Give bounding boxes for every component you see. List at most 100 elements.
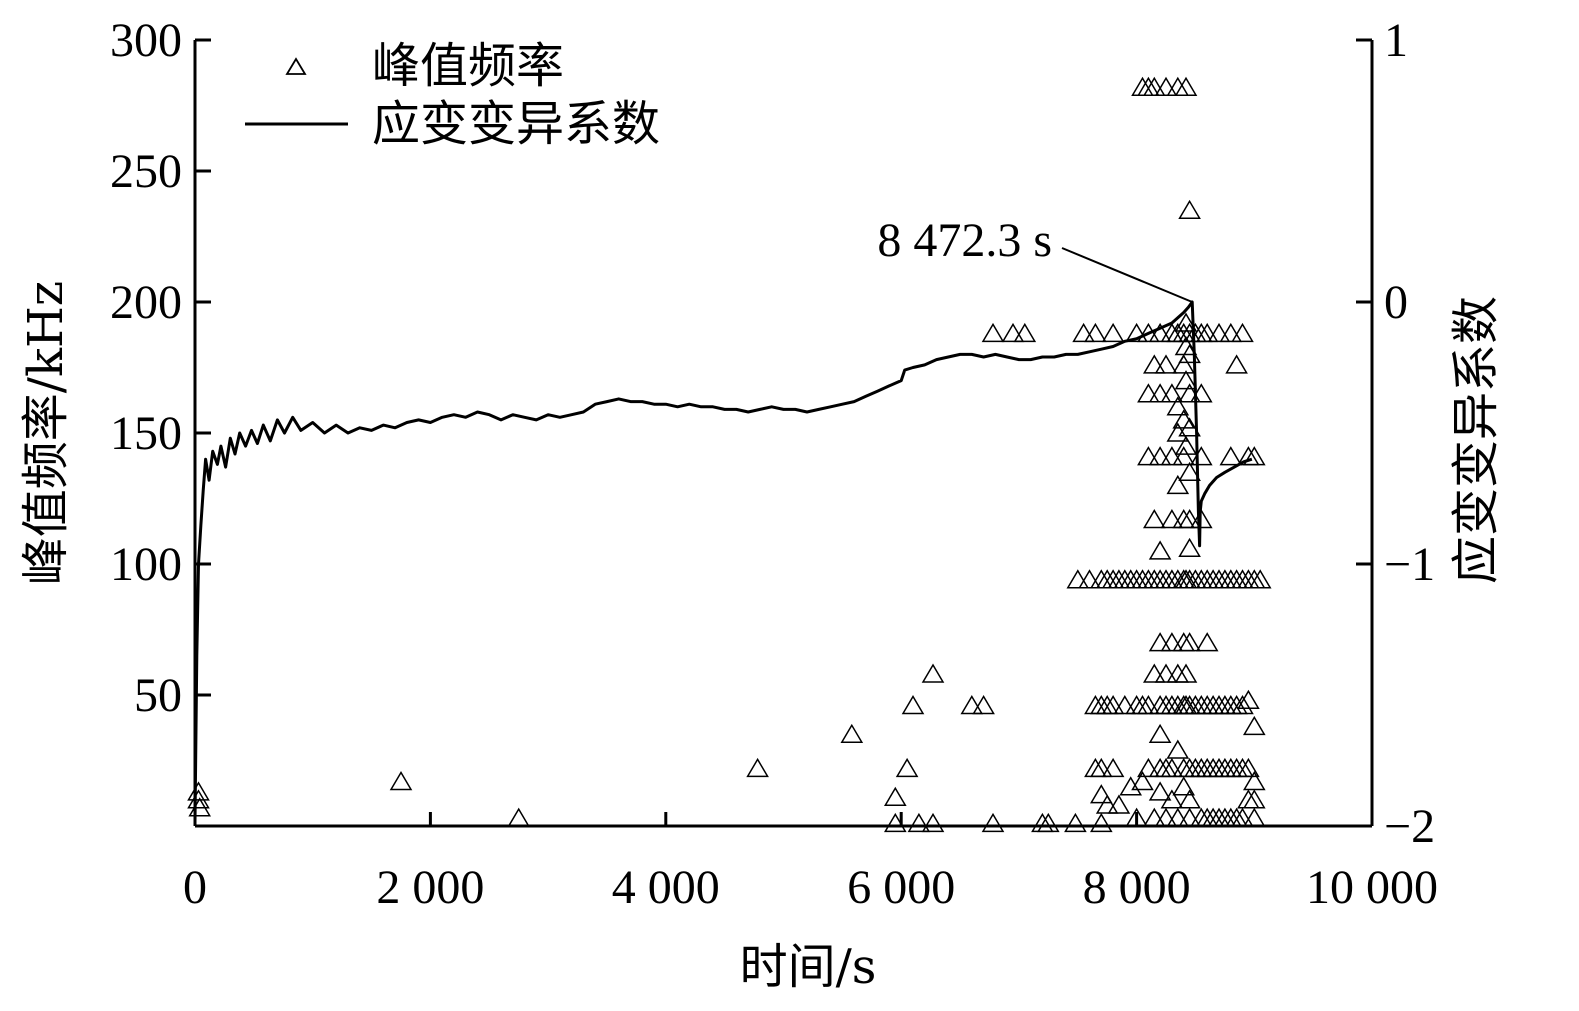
peak-frequency-point — [1178, 417, 1201, 437]
x-tick-label: 4 000 — [612, 861, 720, 914]
legend: 峰值频率 应变变异系数 — [245, 38, 660, 152]
peak-frequency-point — [1178, 537, 1201, 558]
peak-frequency-point — [1242, 771, 1266, 791]
right-y-tick-label: 1 — [1384, 14, 1408, 67]
strain-cv-series — [193, 300, 1253, 821]
peak-frequency-point — [981, 812, 1005, 833]
peak-frequency-point — [507, 807, 531, 827]
peak-frequency-point — [1148, 383, 1172, 403]
peak-frequency-point — [1219, 322, 1243, 343]
peak-frequency-series — [187, 76, 1272, 833]
x-tick-label: 10 000 — [1306, 861, 1438, 914]
right-y-axis-ticks: −2 −1 0 1 — [1356, 14, 1435, 853]
peak-frequency-point — [1142, 509, 1166, 529]
peak-frequency-point — [1174, 435, 1198, 455]
peak-frequency-point — [1174, 663, 1198, 683]
peak-frequency-point — [1078, 569, 1101, 589]
peak-frequency-point — [1148, 632, 1172, 652]
peak-frequency-point — [1166, 807, 1190, 827]
peak-frequency-point — [1154, 663, 1178, 683]
x-tick-label: 6 000 — [847, 861, 955, 914]
peak-frequency-point — [1172, 354, 1196, 374]
left-y-axis-ticks: 50 100 150 200 250 300 — [110, 14, 211, 722]
peak-frequency-point — [1137, 383, 1160, 403]
peak-frequency-point — [1160, 632, 1184, 652]
peak-frequency-point — [1178, 199, 1201, 220]
peak-frequency-point — [1178, 509, 1201, 529]
peak-frequency-point — [1201, 807, 1225, 827]
peak-frequency-point — [1095, 695, 1119, 715]
peak-frequency-point — [1174, 336, 1198, 356]
peak-frequency-point — [1166, 396, 1190, 416]
peak-frequency-point — [1148, 322, 1172, 343]
peak-frequency-point — [1084, 695, 1107, 715]
peak-frequency-point — [1178, 632, 1201, 652]
peak-frequency-point — [921, 812, 945, 833]
peak-frequency-point — [883, 786, 907, 806]
peak-frequency-point — [1195, 322, 1219, 343]
peak-frequency-point — [1178, 807, 1201, 827]
peak-frequency-point — [1242, 715, 1266, 736]
peak-frequency-point — [1213, 807, 1237, 827]
peak-frequency-point — [389, 771, 413, 791]
peak-frequency-point — [1001, 322, 1025, 343]
annotation-label: 8 472.3 s — [877, 214, 1052, 267]
peak-frequency-point — [1174, 370, 1198, 390]
peak-frequency-point — [1142, 354, 1166, 374]
x-axis-title: 时间/s — [740, 939, 877, 995]
peak-frequency-point — [1036, 812, 1060, 833]
peak-frequency-point — [895, 757, 919, 778]
legend-label-peak-frequency: 峰值频率 — [372, 38, 564, 94]
peak-frequency-point — [1225, 807, 1248, 827]
peak-frequency-point — [1119, 569, 1143, 589]
legend-label-strain-cv: 应变变异系数 — [372, 96, 660, 152]
peak-frequency-point — [1178, 789, 1201, 809]
peak-frequency-point — [1242, 807, 1266, 827]
peak-frequency-point — [1142, 663, 1166, 683]
peak-frequency-point — [1207, 322, 1231, 343]
peak-frequency-point — [1095, 794, 1119, 814]
peak-frequency-point — [960, 695, 984, 715]
peak-frequency-point — [1231, 695, 1254, 715]
peak-frequency-point — [1142, 807, 1166, 827]
x-tick-label: 2 000 — [376, 861, 484, 914]
peak-frequency-point — [1084, 322, 1107, 343]
peak-frequency-point — [1125, 807, 1148, 827]
peak-frequency-point — [1137, 757, 1160, 778]
peak-frequency-point — [1072, 322, 1095, 343]
right-y-tick-label: −2 — [1384, 800, 1435, 853]
peak-frequency-point — [1148, 540, 1172, 560]
peak-frequency-point — [883, 812, 907, 833]
peak-frequency-point — [1142, 569, 1166, 589]
peak-frequency-point — [1166, 739, 1190, 759]
peak-frequency-point — [1154, 695, 1178, 715]
peak-frequency-point — [1101, 322, 1125, 343]
left-y-tick-label: 50 — [134, 669, 182, 722]
peak-frequency-point — [1137, 446, 1160, 466]
peak-frequency-point — [1160, 383, 1184, 403]
left-y-tick-label: 300 — [110, 14, 182, 67]
peak-frequency-point — [1113, 695, 1137, 715]
peak-frequency-point — [1148, 446, 1172, 466]
peak-frequency-point — [921, 663, 945, 683]
peak-frequency-point — [1237, 689, 1260, 709]
peak-frequency-point — [1160, 509, 1184, 529]
peak-frequency-point — [1172, 446, 1196, 466]
peak-frequency-point — [746, 757, 769, 778]
peak-frequency-point — [1013, 322, 1037, 343]
peak-frequency-point — [1225, 354, 1248, 374]
peak-frequency-point — [1131, 771, 1154, 791]
peak-frequency-point — [1066, 569, 1090, 589]
strain-cv-line — [193, 300, 1253, 821]
peak-frequency-point — [1064, 812, 1087, 833]
peak-frequency-point — [972, 695, 995, 715]
peak-frequency-point — [1125, 322, 1148, 343]
peak-frequency-point — [1219, 446, 1243, 466]
peak-frequency-point — [1148, 781, 1172, 801]
peak-frequency-point — [1101, 757, 1125, 778]
left-y-tick-label: 250 — [110, 145, 182, 198]
peak-frequency-point — [981, 322, 1005, 343]
peak-frequency-point — [1160, 446, 1184, 466]
peak-frequency-point — [1089, 784, 1113, 804]
